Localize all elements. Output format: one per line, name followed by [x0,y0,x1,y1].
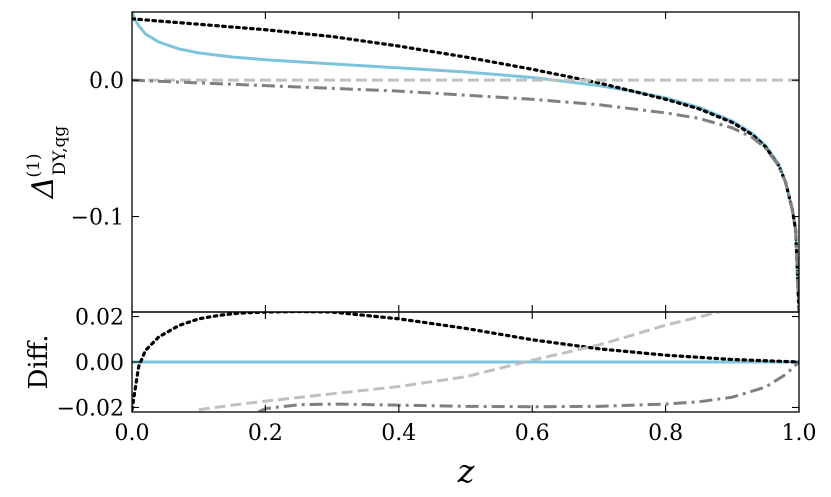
diff-ticks: 0.0 0.2 0.4 0.6 0.8 1.0 −0.02 0.00 0.02 [57,306,817,446]
diff-series-dashdot-line [258,360,799,412]
diff-series-dotted-line [132,312,799,412]
main-series-dotted-line [132,17,799,312]
diff-y-axis-label: Diff. [24,335,54,390]
x-tick-label: 0.0 [115,421,150,446]
x-tick-label: 0.4 [381,421,416,446]
x-tick-label: 1.0 [782,421,817,446]
x-tick-label: 0.8 [648,421,683,446]
main-ticks: −0.1 0.0 [71,12,800,312]
x-tick-label: 0.6 [515,421,550,446]
main-plot-area [132,12,799,312]
x-axis-label: z [457,452,476,490]
diff-frame [131,311,800,413]
diff-y-tick-label: 0.02 [75,306,124,331]
main-series-dashdot-line [132,78,799,312]
diff-series-dashed-line [198,312,720,412]
diff-y-tick-label: −0.02 [57,396,124,421]
diff-y-tick-label: 0.00 [75,351,124,376]
x-tick-label: 0.2 [248,421,283,446]
main-y-tick-label: 0.0 [89,69,124,94]
diff-plot-area [132,312,799,412]
main-y-tick-label: −0.1 [71,206,124,231]
diff-panel: 0.0 0.2 0.4 0.6 0.8 1.0 −0.02 0.00 0.02 [57,306,817,446]
main-panel: −0.1 0.0 [71,11,800,313]
main-y-axis-label: Δ(1) DY,qg [24,126,70,200]
